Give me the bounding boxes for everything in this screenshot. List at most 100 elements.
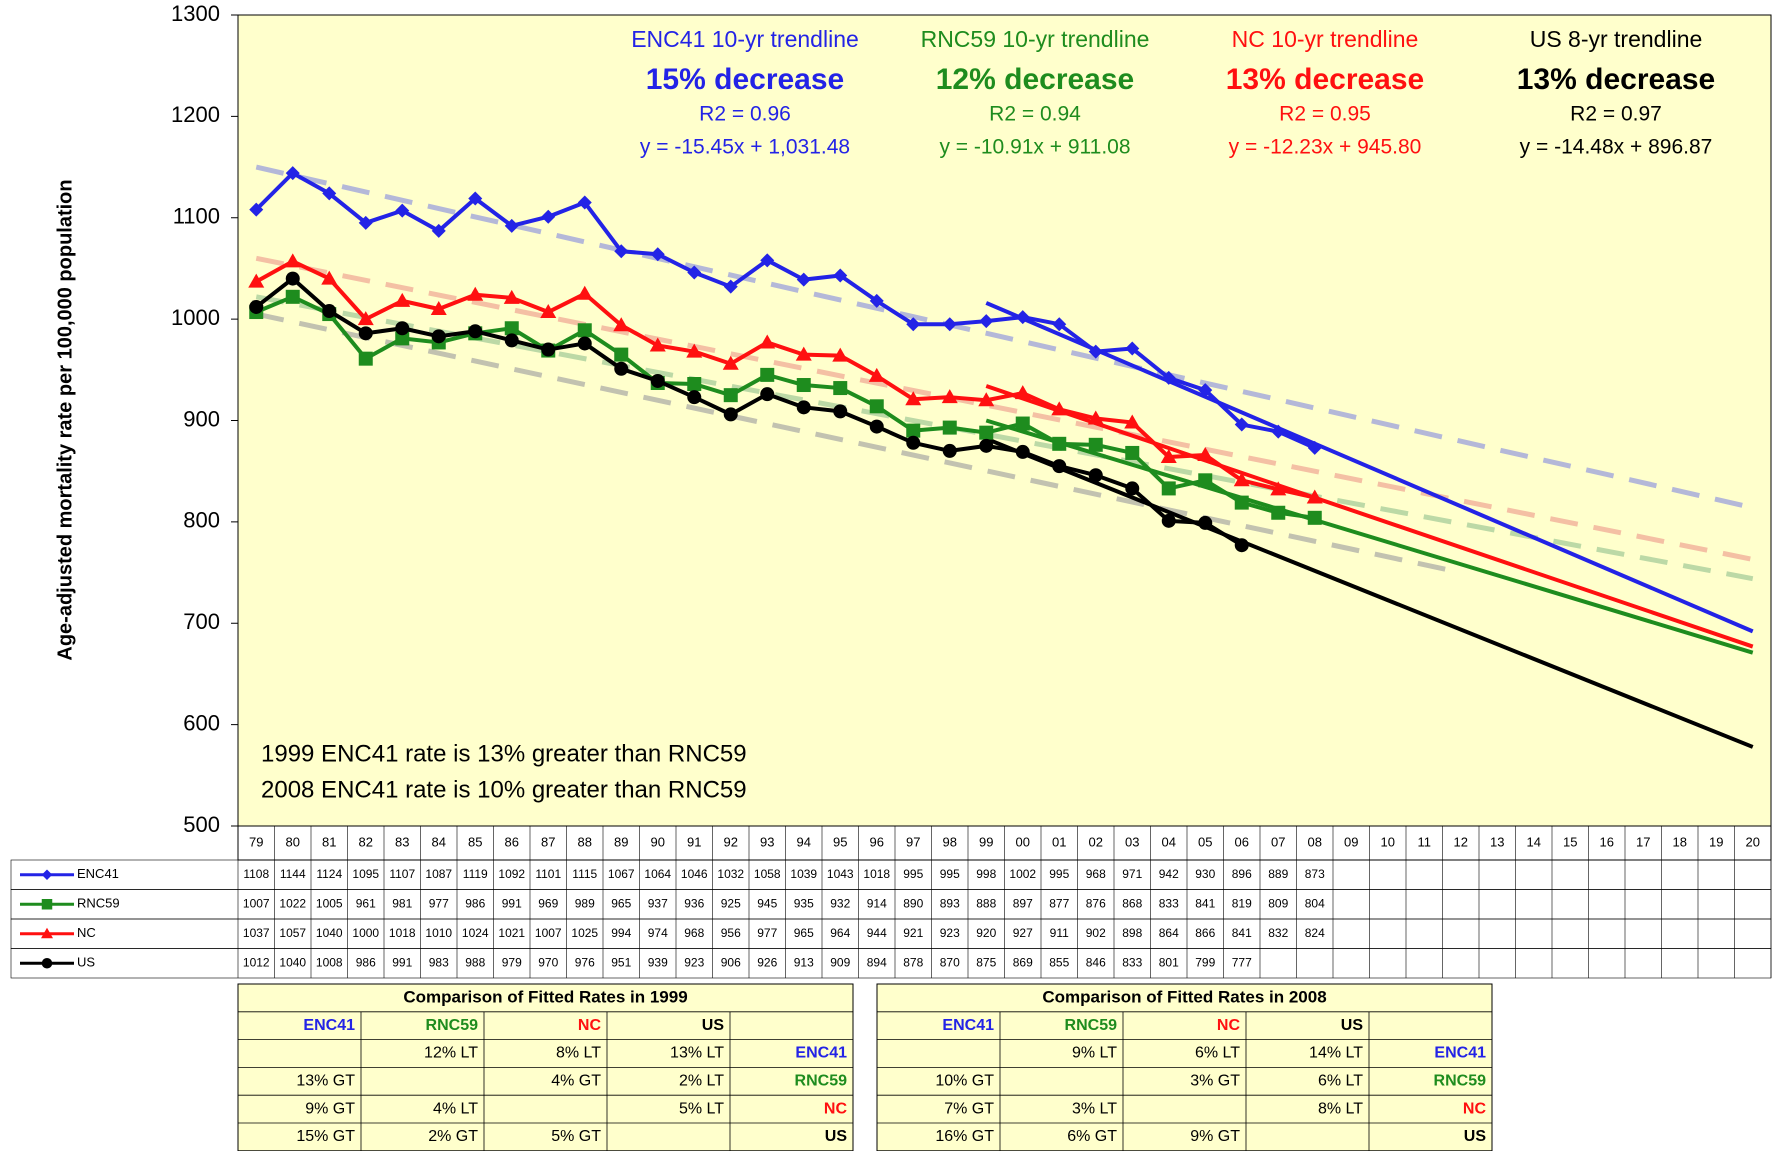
x-tick-label: 02 — [1089, 834, 1103, 849]
table-value: 995 — [1049, 867, 1069, 881]
legend-label: RNC59 — [77, 896, 120, 911]
marker — [576, 285, 593, 300]
x-tick-label: 82 — [359, 834, 373, 849]
table-value: 1025 — [571, 926, 598, 940]
legend-label: NC — [77, 925, 96, 940]
legend-marker — [41, 927, 53, 939]
marker — [832, 347, 849, 362]
x-tick-label: 10 — [1381, 834, 1395, 849]
table-value: 868 — [1122, 896, 1142, 910]
trend-line — [255, 294, 1754, 582]
table-value: 875 — [976, 955, 996, 969]
comparison-header: ENC41 — [303, 1017, 355, 1034]
table-value: 855 — [1049, 955, 1069, 969]
marker — [1198, 473, 1213, 488]
legend-marker — [41, 869, 53, 880]
marker — [723, 407, 738, 422]
table-value: 965 — [611, 896, 631, 910]
table-value: 1005 — [316, 896, 343, 910]
y-axis-title: Age-adjusted mortality rate per 100,000 … — [54, 179, 76, 660]
comparison-cell: 2% GT — [428, 1128, 478, 1145]
marker — [1197, 446, 1214, 461]
marker — [687, 265, 702, 280]
y-tick-label: 900 — [183, 406, 220, 431]
marker — [833, 404, 848, 419]
marker — [1125, 481, 1140, 496]
note-equation: y = -15.45x + 1,031.48 — [640, 136, 850, 159]
table-value: 893 — [940, 896, 960, 910]
table-row — [10, 918, 1772, 949]
marker — [467, 286, 484, 301]
x-tick-label: 99 — [979, 834, 993, 849]
table-value: 1040 — [316, 926, 343, 940]
comparison-header: NC — [1217, 1017, 1241, 1034]
table-value: 873 — [1305, 867, 1325, 881]
marker — [394, 292, 411, 307]
note-headline: 12% decrease — [936, 63, 1135, 96]
marker — [796, 272, 811, 287]
table-value: 937 — [648, 896, 668, 910]
marker — [321, 270, 338, 285]
table-value: 1037 — [243, 926, 270, 940]
table-value: 1010 — [425, 926, 452, 940]
table-value: 988 — [465, 955, 485, 969]
x-tick-label: 79 — [249, 834, 263, 849]
series-line — [255, 276, 1243, 547]
table-value: 777 — [1232, 955, 1252, 969]
marker — [833, 381, 848, 396]
marker — [541, 342, 556, 357]
x-tick-label: 03 — [1125, 834, 1139, 849]
marker — [795, 346, 812, 361]
table-value: 926 — [757, 955, 777, 969]
marker — [722, 355, 739, 370]
note-title: RNC59 10-yr trendline — [921, 26, 1150, 52]
y-tick-label: 1100 — [173, 204, 220, 229]
x-tick-label: 86 — [505, 834, 519, 849]
table-value: 833 — [1159, 896, 1179, 910]
note-headline: 13% decrease — [1226, 63, 1425, 96]
table-value: 1108 — [243, 867, 269, 881]
legend-marker-shape — [41, 899, 53, 910]
table-value: 876 — [1086, 896, 1106, 910]
marker — [1015, 416, 1030, 431]
comparison-row-label: NC — [1463, 1100, 1487, 1117]
table-value: 841 — [1195, 896, 1215, 910]
comparison-cell: 6% LT — [1318, 1073, 1363, 1090]
marker — [468, 324, 483, 339]
note-equation: y = -12.23x + 945.80 — [1229, 136, 1422, 159]
marker — [468, 191, 483, 206]
y-tick-label: 600 — [183, 710, 220, 735]
y-tick-label: 1200 — [171, 102, 220, 127]
comparison-cell: 14% LT — [1309, 1045, 1363, 1062]
projection-line — [985, 301, 1754, 634]
x-tick-label: 89 — [614, 834, 628, 849]
table-value: 976 — [575, 955, 595, 969]
table-row — [10, 948, 1772, 979]
table-row — [10, 889, 1772, 920]
marker — [248, 273, 265, 288]
table-value: 833 — [1122, 955, 1142, 969]
table-value: 902 — [1086, 926, 1106, 940]
table-value: 864 — [1159, 926, 1179, 940]
x-tick-label: 93 — [760, 834, 774, 849]
table-value: 841 — [1232, 926, 1252, 940]
x-tick-label: 90 — [651, 834, 665, 849]
table-value: 936 — [684, 896, 704, 910]
table-value: 1144 — [280, 867, 306, 881]
table-value: 1124 — [316, 867, 342, 881]
marker — [941, 389, 958, 404]
table-row — [10, 859, 1772, 890]
x-tick-label: 06 — [1235, 834, 1249, 849]
marker — [759, 334, 776, 349]
table-value: 1115 — [572, 867, 597, 881]
marker — [723, 388, 738, 403]
table-value: 878 — [903, 955, 923, 969]
table-value: 970 — [538, 955, 558, 969]
marker — [1161, 370, 1176, 385]
table-value: 1000 — [352, 926, 379, 940]
legend-marker — [41, 958, 53, 969]
marker — [1270, 481, 1287, 496]
x-tick-label: 94 — [797, 834, 811, 849]
marker — [942, 317, 957, 332]
x-tick-label: 19 — [1709, 834, 1723, 849]
